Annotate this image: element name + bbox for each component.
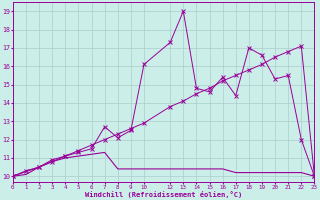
X-axis label: Windchill (Refroidissement éolien,°C): Windchill (Refroidissement éolien,°C) bbox=[85, 191, 242, 198]
